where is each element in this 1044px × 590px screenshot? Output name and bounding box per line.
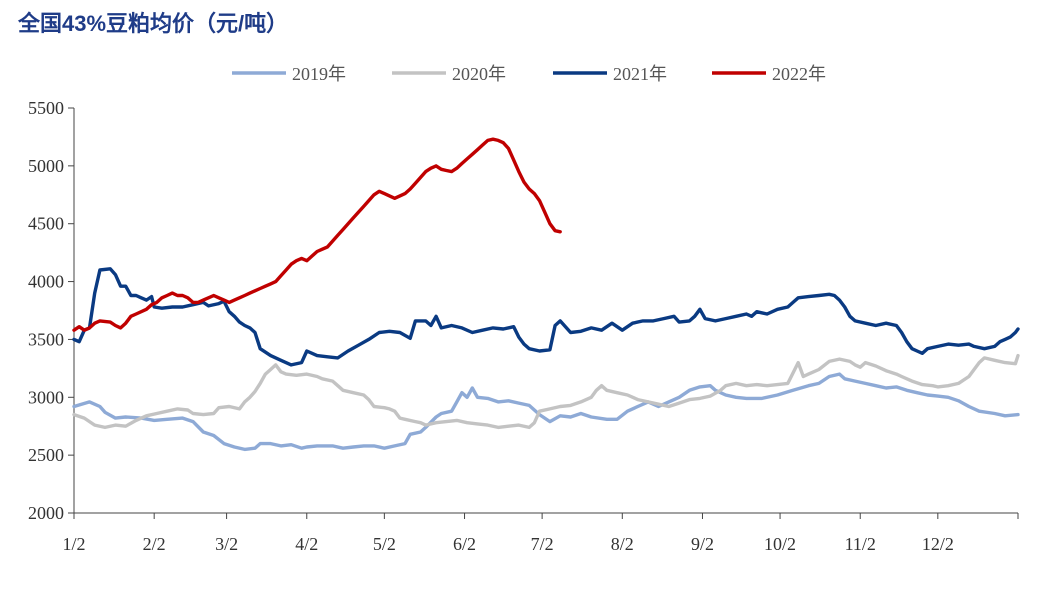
y-tick-label: 4500 xyxy=(28,214,64,234)
series-line-2020年 xyxy=(72,353,1020,430)
y-tick-label: 2500 xyxy=(28,445,64,465)
x-tick-label: 4/2 xyxy=(295,534,318,554)
legend-label: 2021年 xyxy=(613,64,667,84)
x-tick-label: 10/2 xyxy=(764,534,796,554)
x-tick-label: 11/2 xyxy=(845,534,876,554)
x-tick-label: 12/2 xyxy=(922,534,954,554)
chart-title: 全国43%豆粕均价（元/吨） xyxy=(18,11,289,36)
y-tick-label: 3000 xyxy=(28,387,64,407)
y-tick-label: 3500 xyxy=(28,329,64,349)
legend-label: 2019年 xyxy=(292,64,346,84)
x-tick-label: 7/2 xyxy=(531,534,554,554)
x-tick-label: 9/2 xyxy=(691,534,714,554)
series-line-2019年 xyxy=(72,372,1020,452)
x-tick-label: 6/2 xyxy=(453,534,476,554)
x-tick-label: 3/2 xyxy=(215,534,238,554)
y-tick-label: 4000 xyxy=(28,272,64,292)
x-tick-label: 1/2 xyxy=(62,534,85,554)
series-layer xyxy=(72,137,1020,452)
y-axis: 2000 2500 3000 3500 4000 4500 5000 5500 xyxy=(28,98,75,523)
legend-label: 2020年 xyxy=(452,64,506,84)
series-line-2022年 xyxy=(72,137,562,332)
series-line-2021年 xyxy=(72,267,1020,367)
y-tick-label: 5000 xyxy=(28,156,64,176)
x-tick-label: 2/2 xyxy=(143,534,166,554)
x-tick-label: 8/2 xyxy=(611,534,634,554)
x-axis: 1/2 2/2 3/2 4/2 5/2 6/2 7/2 8/2 9/2 10/2 11/2 12/2 xyxy=(62,512,1019,554)
x-tick-label: 5/2 xyxy=(373,534,396,554)
y-tick-label: 2000 xyxy=(28,503,64,523)
legend-label: 2022年 xyxy=(772,64,826,84)
y-tick-label: 5500 xyxy=(28,98,64,118)
chart-legend: 2019年 2020年 2021年 2022年 xyxy=(232,64,826,84)
